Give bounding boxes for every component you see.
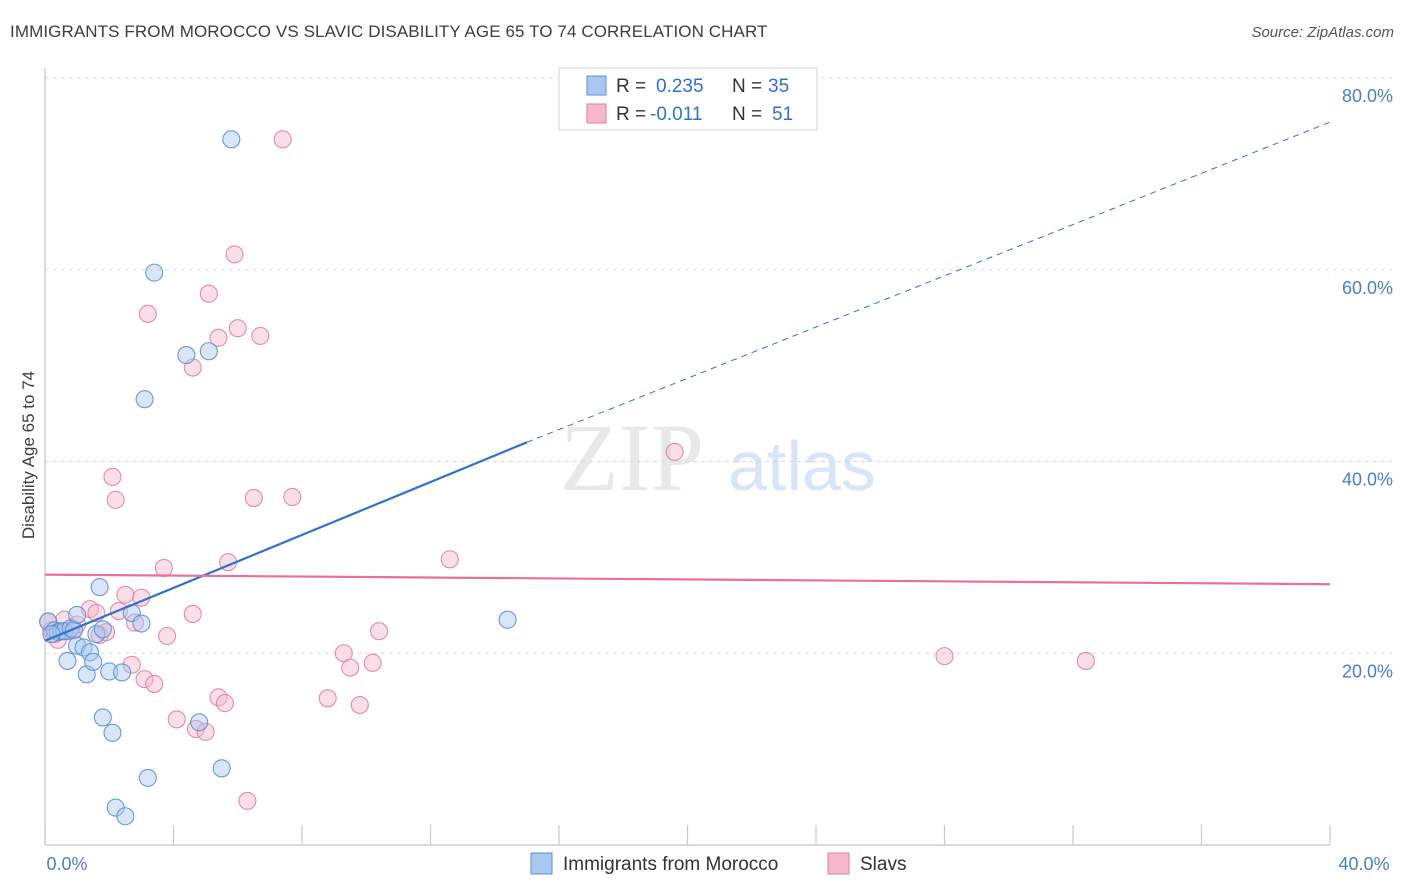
data-point xyxy=(145,674,164,693)
legend-r-value-1: 0.235 xyxy=(656,76,704,97)
y-tick-label: 20.0% xyxy=(1342,661,1393,681)
legend-r-value-2: -0.011 xyxy=(650,104,702,125)
data-point xyxy=(68,605,87,624)
data-point xyxy=(116,585,135,604)
legend-n-value-1: 35 xyxy=(768,76,789,97)
data-point xyxy=(135,390,154,409)
legend-swatch-morocco xyxy=(586,75,607,96)
legend-bottom-swatch-morocco xyxy=(530,852,553,875)
source-label: Source: ZipAtlas.com xyxy=(1251,24,1394,41)
data-point xyxy=(215,694,234,713)
axes xyxy=(44,68,1331,846)
data-point xyxy=(135,670,154,689)
data-point xyxy=(58,651,77,670)
data-point xyxy=(138,768,157,787)
data-point xyxy=(283,487,302,507)
legend-bottom-label-morocco: Immigrants from Morocco xyxy=(563,854,778,875)
chart-title: IMMIGRANTS FROM MOROCCO VS SLAVIC DISABI… xyxy=(10,22,768,41)
data-point xyxy=(154,558,173,577)
series-legend: Immigrants from Morocco Slavs xyxy=(530,852,906,875)
data-point xyxy=(370,622,389,641)
legend-r-label-1: R = xyxy=(616,76,646,97)
tick-labels: 0.0% 40.0% 20.0% 40.0% 60.0% 80.0% xyxy=(46,86,1393,874)
data-point xyxy=(145,263,164,282)
data-point xyxy=(116,807,135,826)
data-point xyxy=(190,713,209,732)
data-point xyxy=(665,442,684,461)
data-point xyxy=(132,614,151,633)
legend-n-label-2: N = xyxy=(732,104,762,125)
data-point xyxy=(341,658,360,677)
data-point xyxy=(350,695,369,715)
data-point xyxy=(158,626,177,646)
x-tick-label: 40.0% xyxy=(1338,854,1389,874)
morocco-points xyxy=(39,130,517,826)
stats-legend: R = 0.235 N = 35 R = -0.011 N = 51 xyxy=(558,67,818,131)
data-point xyxy=(212,759,231,778)
y-tick-label: 40.0% xyxy=(1342,470,1393,490)
data-point xyxy=(251,326,270,345)
legend-r-label-2: R = xyxy=(616,104,646,125)
morocco-trend-extension xyxy=(526,121,1331,443)
legend-n-label-1: N = xyxy=(732,76,762,97)
data-point xyxy=(273,130,292,149)
data-point xyxy=(196,722,215,741)
data-point xyxy=(138,304,157,323)
data-point xyxy=(935,647,954,666)
data-point xyxy=(228,319,247,338)
trend-lines xyxy=(44,121,1331,642)
data-point xyxy=(363,653,382,672)
data-point xyxy=(238,791,257,810)
watermark-atlas: atlas xyxy=(728,427,876,505)
x-tick-label: 0.0% xyxy=(46,854,87,874)
data-point xyxy=(183,604,202,623)
data-point xyxy=(209,328,228,347)
data-point xyxy=(100,662,119,681)
data-point xyxy=(244,488,263,507)
data-point xyxy=(498,610,517,629)
y-tick-label: 80.0% xyxy=(1342,86,1393,106)
slavs-trend-line xyxy=(44,573,1331,586)
legend-swatch-slavs xyxy=(586,103,607,124)
watermark-zip: ZIP xyxy=(560,404,704,511)
data-point xyxy=(122,655,141,674)
data-point xyxy=(93,620,112,639)
y-axis-label: Disability Age 65 to 74 xyxy=(19,371,38,539)
data-point xyxy=(199,284,218,303)
data-point xyxy=(440,550,459,569)
data-point xyxy=(84,652,103,671)
y-tick-label: 60.0% xyxy=(1342,278,1393,298)
morocco-trend-line xyxy=(44,441,528,642)
data-point xyxy=(222,130,241,149)
data-point xyxy=(225,245,244,264)
data-point xyxy=(177,346,196,365)
legend-bottom-swatch-slavs xyxy=(827,852,850,875)
data-point xyxy=(125,613,144,632)
data-point xyxy=(80,643,100,662)
data-point xyxy=(199,342,218,361)
data-point xyxy=(103,467,122,486)
legend-bottom-label-slavs: Slavs xyxy=(860,854,906,875)
data-point xyxy=(318,689,337,708)
data-point xyxy=(167,710,186,729)
data-point xyxy=(90,578,109,597)
data-point xyxy=(1076,651,1095,670)
data-point xyxy=(113,663,132,682)
data-point xyxy=(106,490,125,509)
data-point xyxy=(93,708,112,727)
grid-lines xyxy=(45,77,1392,654)
legend-n-value-2: 51 xyxy=(772,104,793,125)
data-point xyxy=(103,723,122,742)
